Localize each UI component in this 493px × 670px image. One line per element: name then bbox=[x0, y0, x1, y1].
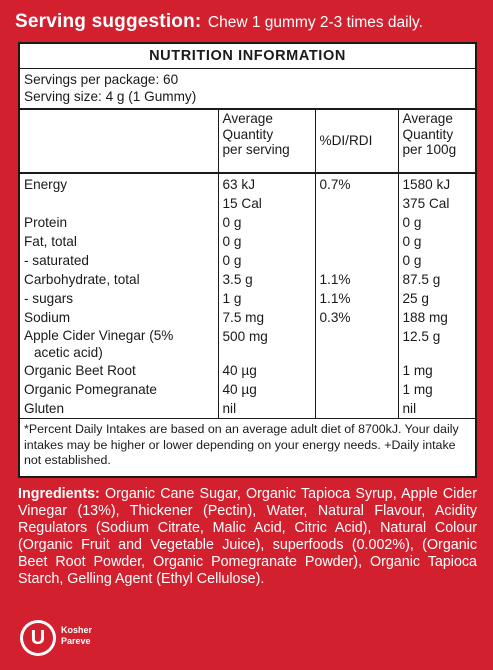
per-serving-value: 7.5 mg bbox=[217, 308, 315, 327]
serving-suggestion-label: Serving suggestion: bbox=[15, 11, 202, 32]
panel-title: NUTRITION INFORMATION bbox=[20, 44, 475, 69]
per-serving-value: 500 mg bbox=[217, 327, 315, 361]
di-value: 1.1% bbox=[314, 289, 398, 308]
per-100g-value: 1 mg bbox=[397, 380, 475, 399]
table-row: 15 Cal 375 Cal bbox=[20, 194, 475, 213]
header-avg-serving-line2: Quantity bbox=[222, 126, 274, 142]
nutrition-table: Average Quantity per serving %DI/RDI Ave… bbox=[20, 110, 475, 419]
header-nutrient bbox=[20, 110, 218, 173]
per-100g-value: 188 mg bbox=[397, 308, 475, 327]
per-100g-value: 375 Cal bbox=[397, 194, 475, 213]
per-serving-value: 1 g bbox=[217, 289, 315, 308]
serving-info: Servings per package: 60 Serving size: 4… bbox=[20, 69, 475, 110]
per-serving-value: 40 µg bbox=[217, 361, 315, 380]
table-row: - saturated 0 g 0 g bbox=[20, 251, 475, 270]
header-avg-100g: Average Quantity per 100g bbox=[397, 110, 475, 173]
nutrient-name: Organic Pomegranate bbox=[24, 382, 157, 397]
nutrient-name: Protein bbox=[24, 215, 68, 230]
nutrient-name: Gluten bbox=[24, 401, 65, 416]
table-header-row: Average Quantity per serving %DI/RDI Ave… bbox=[20, 110, 475, 173]
nutrition-panel: NUTRITION INFORMATION Servings per packa… bbox=[18, 42, 477, 478]
table-row: Gluten nil nil bbox=[20, 399, 475, 419]
kosher-line2: Pareve bbox=[61, 636, 91, 646]
nutrient-name: Energy bbox=[24, 177, 68, 192]
di-value bbox=[314, 213, 398, 232]
di-value bbox=[314, 194, 398, 213]
per-serving-value: 0 g bbox=[217, 232, 315, 251]
nutrient-name: Sodium bbox=[24, 310, 71, 325]
header-avg-serving: Average Quantity per serving bbox=[217, 110, 315, 173]
di-value: 1.1% bbox=[314, 270, 398, 289]
table-row: - sugars 1 g 1.1% 25 g bbox=[20, 289, 475, 308]
serving-size: Serving size: 4 g (1 Gummy) bbox=[24, 89, 197, 104]
table-row: Fat, total 0 g 0 g bbox=[20, 232, 475, 251]
ingredients-label: Ingredients: bbox=[18, 486, 100, 502]
footnote: *Percent Daily Intakes are based on an a… bbox=[24, 422, 459, 467]
table-row: Organic Beet Root 40 µg 1 mg bbox=[20, 361, 475, 380]
di-value bbox=[314, 380, 398, 399]
per-serving-value: 40 µg bbox=[217, 380, 315, 399]
di-value bbox=[314, 251, 398, 270]
per-serving-value: 3.5 g bbox=[217, 270, 315, 289]
kosher-u-icon: U bbox=[20, 620, 56, 656]
di-value: 0.7% bbox=[314, 173, 398, 194]
nutrient-name-line1: Apple Cider Vinegar (5% bbox=[24, 328, 174, 343]
per-100g-value: 1 mg bbox=[397, 361, 475, 380]
per-serving-value: nil bbox=[217, 399, 315, 419]
di-value bbox=[314, 232, 398, 251]
kosher-badge: U Kosher Pareve bbox=[20, 619, 140, 659]
di-value bbox=[314, 327, 398, 361]
di-value bbox=[314, 399, 398, 419]
nutrient-name: Apple Cider Vinegar (5% acetic acid) bbox=[20, 327, 218, 361]
kosher-line1: Kosher bbox=[61, 625, 93, 635]
per-100g-value: 0 g bbox=[397, 251, 475, 270]
header-di-label: %DI/RDI bbox=[319, 133, 373, 149]
per-100g-value: nil bbox=[397, 399, 475, 419]
per-100g-value: 1580 kJ bbox=[397, 173, 475, 194]
header-avg-100g-line3: per 100g bbox=[402, 142, 457, 157]
per-serving-value: 63 kJ bbox=[217, 173, 315, 194]
per-serving-value: 0 g bbox=[217, 213, 315, 232]
header-avg-100g-line2: Quantity bbox=[402, 126, 454, 142]
kosher-symbol: U bbox=[23, 623, 53, 653]
table-row: Organic Pomegranate 40 µg 1 mg bbox=[20, 380, 475, 399]
per-100g-value: 12.5 g bbox=[397, 327, 475, 361]
header-avg-100g-line1: Average bbox=[402, 111, 453, 126]
kosher-text: Kosher Pareve bbox=[61, 625, 92, 647]
table-row: Energy 63 kJ 0.7% 1580 kJ bbox=[20, 173, 475, 194]
per-serving-value: 15 Cal bbox=[217, 194, 315, 213]
nutrient-name: - sugars bbox=[24, 291, 74, 306]
nutrient-name: Organic Beet Root bbox=[24, 363, 136, 378]
header-avg-serving-line1: Average bbox=[222, 111, 273, 126]
serving-suggestion: Serving suggestion: Chew 1 gummy 2-3 tim… bbox=[15, 9, 485, 36]
table-row: Carbohydrate, total 3.5 g 1.1% 87.5 g bbox=[20, 270, 475, 289]
nutrient-name: Carbohydrate, total bbox=[24, 272, 140, 287]
di-value bbox=[314, 361, 398, 380]
nutrient-name: Fat, total bbox=[24, 234, 77, 249]
table-row: Protein 0 g 0 g bbox=[20, 213, 475, 232]
ingredients-text: Organic Cane Sugar, Organic Tapioca Syru… bbox=[18, 486, 477, 587]
nutrient-name-line2: acetic acid) bbox=[34, 345, 103, 360]
per-serving-value: 0 g bbox=[217, 251, 315, 270]
nutrient-name: - saturated bbox=[24, 253, 89, 268]
header-di: %DI/RDI bbox=[314, 110, 398, 173]
per-100g-value: 87.5 g bbox=[397, 270, 475, 289]
per-100g-value: 0 g bbox=[397, 213, 475, 232]
header-avg-serving-line3: per serving bbox=[222, 142, 290, 157]
serving-suggestion-text: Chew 1 gummy 2-3 times daily. bbox=[207, 14, 423, 31]
nutrient-name bbox=[20, 194, 218, 213]
servings-per-package: Servings per package: 60 bbox=[24, 72, 179, 87]
di-value: 0.3% bbox=[314, 308, 398, 327]
table-row: Apple Cider Vinegar (5% acetic acid) 500… bbox=[20, 327, 475, 361]
table-row: Sodium 7.5 mg 0.3% 188 mg bbox=[20, 308, 475, 327]
ingredients: Ingredients: Organic Cane Sugar, Organic… bbox=[18, 486, 477, 588]
per-100g-value: 25 g bbox=[397, 289, 475, 308]
per-100g-value: 0 g bbox=[397, 232, 475, 251]
